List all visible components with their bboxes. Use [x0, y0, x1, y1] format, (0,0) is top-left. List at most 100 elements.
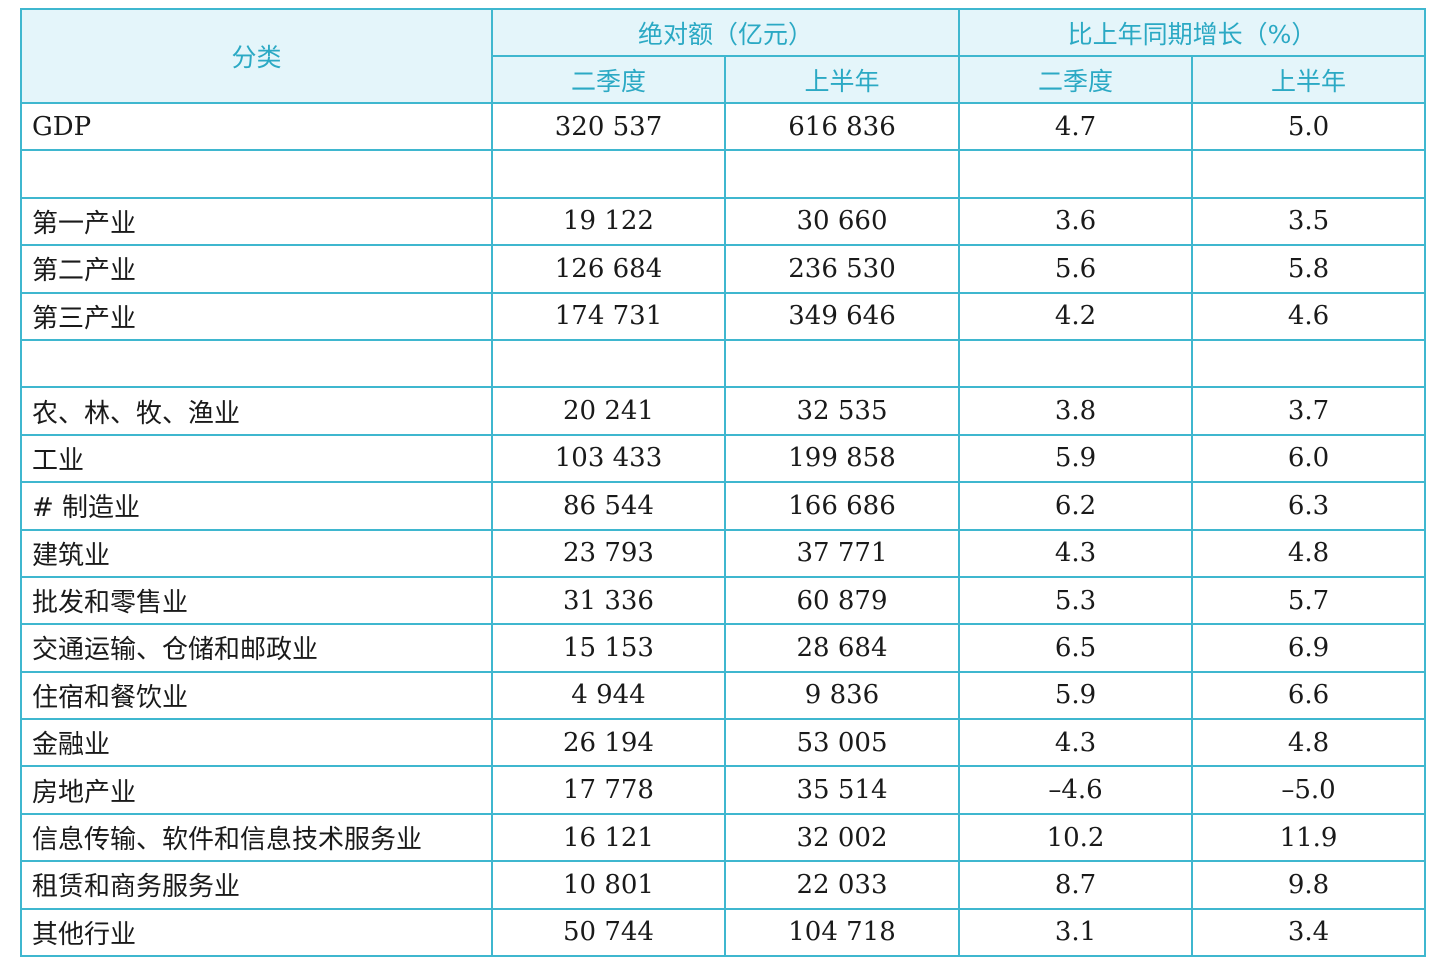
cell-abs-h1 — [723, 149, 961, 199]
cell-abs-h1: 32 535 — [723, 386, 961, 436]
cell-abs-q2: 103 433 — [491, 433, 726, 484]
table-row: 房地产业 17 778 35 514 –4.6 –5.0 — [20, 765, 1427, 815]
cell-abs-q2: 19 122 — [491, 196, 726, 247]
row-label: GDP — [20, 101, 493, 152]
cell-abs-h1: 30 660 — [723, 196, 961, 247]
row-label: 建筑业 — [20, 528, 493, 578]
cell-growth-q2: 5.9 — [958, 433, 1194, 484]
cell-growth-h1: 4.6 — [1191, 291, 1427, 341]
cell-growth-q2: 5.6 — [958, 244, 1194, 294]
cell-abs-h1: 349 646 — [723, 291, 961, 341]
cell-growth-q2: 4.3 — [958, 718, 1194, 768]
cell-abs-h1: 166 686 — [723, 481, 961, 531]
cell-growth-h1 — [1191, 338, 1427, 389]
cell-abs-q2: 86 544 — [491, 481, 726, 531]
cell-growth-q2 — [958, 149, 1194, 199]
table-row: 交通运输、仓储和邮政业 15 153 28 684 6.5 6.9 — [20, 623, 1427, 673]
table-row: 农、林、牧、渔业 20 241 32 535 3.8 3.7 — [20, 386, 1427, 436]
header-growth-q2: 二季度 — [958, 55, 1194, 104]
cell-abs-q2: 4 944 — [491, 670, 726, 721]
cell-abs-h1: 60 879 — [723, 575, 961, 626]
table-row: 第三产业 174 731 349 646 4.2 4.6 — [20, 291, 1427, 341]
cell-growth-h1: 5.0 — [1191, 101, 1427, 152]
cell-abs-q2: 16 121 — [491, 812, 726, 863]
cell-abs-q2: 26 194 — [491, 718, 726, 768]
table-row: GDP 320 537 616 836 4.7 5.0 — [20, 101, 1427, 152]
cell-growth-h1: 6.9 — [1191, 623, 1427, 673]
cell-abs-h1: 199 858 — [723, 433, 961, 484]
cell-abs-q2: 20 241 — [491, 386, 726, 436]
cell-growth-q2: 6.5 — [958, 623, 1194, 673]
cell-growth-q2: 3.8 — [958, 386, 1194, 436]
cell-growth-q2: 4.7 — [958, 101, 1194, 152]
cell-abs-h1: 22 033 — [723, 860, 961, 910]
row-label: 房地产业 — [20, 765, 493, 815]
cell-growth-h1 — [1191, 149, 1427, 199]
cell-growth-h1: 6.6 — [1191, 670, 1427, 721]
cell-growth-h1: 3.5 — [1191, 196, 1427, 247]
cell-growth-h1: 9.8 — [1191, 860, 1427, 910]
table-row: 金融业 26 194 53 005 4.3 4.8 — [20, 718, 1427, 768]
cell-abs-h1: 9 836 — [723, 670, 961, 721]
row-label: 第三产业 — [20, 291, 493, 341]
table-row: # 制造业 86 544 166 686 6.2 6.3 — [20, 481, 1427, 531]
row-label — [20, 149, 493, 199]
cell-abs-h1: 35 514 — [723, 765, 961, 815]
cell-growth-q2: 6.2 — [958, 481, 1194, 531]
cell-growth-h1: 5.8 — [1191, 244, 1427, 294]
table-row: 其他行业 50 744 104 718 3.1 3.4 — [20, 907, 1427, 958]
row-label: 其他行业 — [20, 907, 493, 958]
gdp-table: 分类 绝对额（亿元） 比上年同期增长（%） 二季度 上半年 二季度 上半年 GD… — [20, 8, 1427, 958]
header-abs-q2: 二季度 — [491, 55, 726, 104]
cell-abs-q2: 10 801 — [491, 860, 726, 910]
cell-growth-h1: 6.0 — [1191, 433, 1427, 484]
gdp-table-container: 分类 绝对额（亿元） 比上年同期增长（%） 二季度 上半年 二季度 上半年 GD… — [20, 8, 1427, 958]
cell-abs-q2: 23 793 — [491, 528, 726, 578]
cell-growth-q2: 4.3 — [958, 528, 1194, 578]
row-label: 第二产业 — [20, 244, 493, 294]
cell-abs-q2: 17 778 — [491, 765, 726, 815]
cell-abs-q2: 126 684 — [491, 244, 726, 294]
cell-abs-q2 — [491, 149, 726, 199]
cell-abs-q2: 31 336 — [491, 575, 726, 626]
table-row: 工业 103 433 199 858 5.9 6.0 — [20, 433, 1427, 484]
table-row: 第二产业 126 684 236 530 5.6 5.8 — [20, 244, 1427, 294]
cell-abs-h1 — [723, 338, 961, 389]
cell-abs-q2 — [491, 338, 726, 389]
table-row: 第一产业 19 122 30 660 3.6 3.5 — [20, 196, 1427, 247]
table-row: 信息传输、软件和信息技术服务业 16 121 32 002 10.2 11.9 — [20, 812, 1427, 863]
row-label: 住宿和餐饮业 — [20, 670, 493, 721]
table-row — [20, 338, 1427, 389]
table-row — [20, 149, 1427, 199]
cell-growth-h1: 4.8 — [1191, 528, 1427, 578]
cell-growth-q2: 5.9 — [958, 670, 1194, 721]
cell-growth-q2: 4.2 — [958, 291, 1194, 341]
cell-growth-q2: –4.6 — [958, 765, 1194, 815]
cell-abs-h1: 104 718 — [723, 907, 961, 958]
cell-abs-h1: 28 684 — [723, 623, 961, 673]
header-abs-h1: 上半年 — [723, 55, 961, 104]
cell-abs-q2: 320 537 — [491, 101, 726, 152]
table-row: 住宿和餐饮业 4 944 9 836 5.9 6.6 — [20, 670, 1427, 721]
table-row: 建筑业 23 793 37 771 4.3 4.8 — [20, 528, 1427, 578]
row-label: 批发和零售业 — [20, 575, 493, 626]
cell-growth-q2: 3.6 — [958, 196, 1194, 247]
cell-abs-h1: 236 530 — [723, 244, 961, 294]
header-row-2: 二季度 上半年 二季度 上半年 — [21, 55, 1427, 104]
cell-growth-q2: 5.3 — [958, 575, 1194, 626]
cell-growth-h1: 11.9 — [1191, 812, 1427, 863]
cell-growth-q2: 10.2 — [958, 812, 1194, 863]
cell-abs-h1: 32 002 — [723, 812, 961, 863]
cell-abs-h1: 37 771 — [723, 528, 961, 578]
row-label: # 制造业 — [20, 481, 493, 531]
table-row: 租赁和商务服务业 10 801 22 033 8.7 9.8 — [20, 860, 1427, 910]
cell-growth-h1: 6.3 — [1191, 481, 1427, 531]
row-label: 农、林、牧、渔业 — [20, 386, 493, 436]
cell-growth-q2: 8.7 — [958, 860, 1194, 910]
header-row-1: 分类 绝对额（亿元） 比上年同期增长（%） — [20, 8, 1427, 104]
cell-growth-q2 — [958, 338, 1194, 389]
table-row: 批发和零售业 31 336 60 879 5.3 5.7 — [20, 575, 1427, 626]
cell-growth-h1: 4.8 — [1191, 718, 1427, 768]
table-header: 分类 绝对额（亿元） 比上年同期增长（%） 二季度 上半年 二季度 上半年 — [20, 8, 1427, 104]
cell-abs-q2: 50 744 — [491, 907, 726, 958]
